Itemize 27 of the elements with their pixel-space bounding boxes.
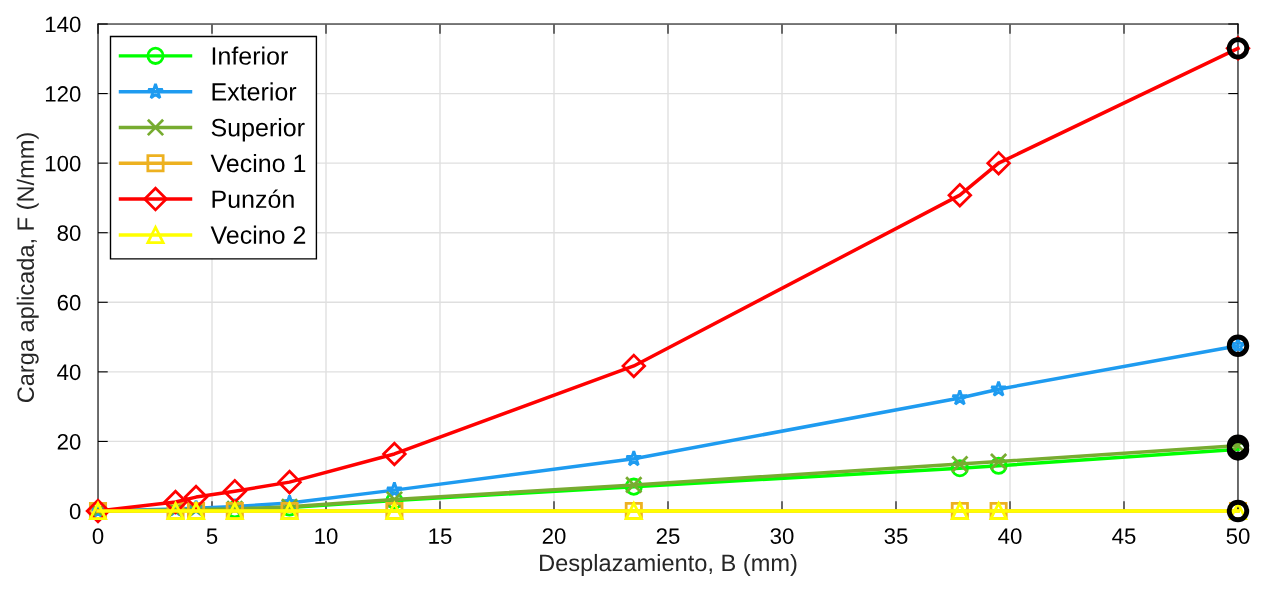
y-tick-label: 0 <box>69 503 81 520</box>
x-tick-label: 50 <box>1226 528 1250 544</box>
y-tick-label: 140 <box>45 16 81 33</box>
y-axis-title: Carga aplicada, F (N/mm) <box>16 133 39 403</box>
x-tick-label: 35 <box>884 528 908 544</box>
y-tick-label: 60 <box>57 294 81 311</box>
x-tick-label: 40 <box>998 528 1022 544</box>
y-tick-label: 40 <box>57 364 81 381</box>
x-tick-label: 10 <box>315 528 338 544</box>
legend-label: Punzón <box>212 189 294 209</box>
y-tick-label: 80 <box>57 225 81 241</box>
legend-label: Exterior <box>212 82 297 101</box>
x-tick-label: 25 <box>656 528 680 544</box>
x-tick-label: 5 <box>206 528 218 544</box>
x-tick-label: 45 <box>1112 528 1136 544</box>
legend-label: Superior <box>211 118 305 142</box>
x-tick-label: 15 <box>429 528 452 544</box>
y-tick-label: 100 <box>45 155 81 172</box>
x-tick-label: 0 <box>92 528 104 544</box>
x-tick-label: 20 <box>542 528 566 544</box>
y-tick-label: 20 <box>57 433 81 450</box>
legend-label: Vecino 2 <box>210 225 306 244</box>
y-tick-label: 120 <box>45 86 81 102</box>
x-tick-label: 30 <box>770 528 794 544</box>
x-axis-title: Desplazamiento, B (mm) <box>540 553 797 576</box>
legend-label: Inferior <box>212 46 288 65</box>
legend-label: Vecino 1 <box>210 153 306 173</box>
